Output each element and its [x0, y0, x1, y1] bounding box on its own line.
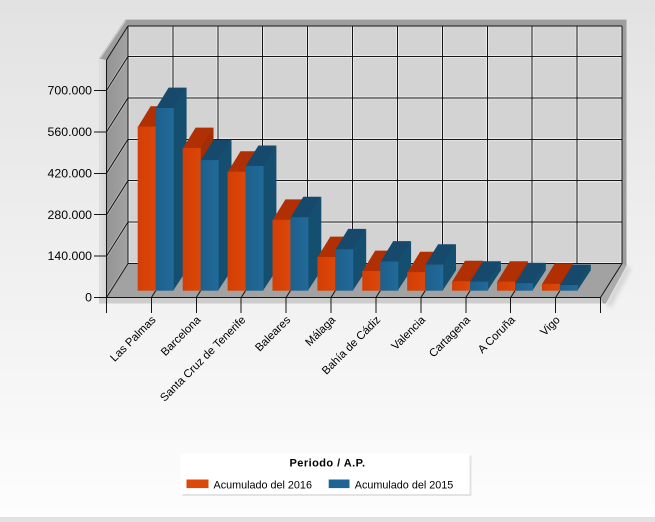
svg-text:140.000: 140.000 [48, 249, 93, 263]
svg-text:A Coruña: A Coruña [476, 314, 518, 356]
svg-text:700.000: 700.000 [48, 84, 93, 98]
svg-text:Acumulado del 2015: Acumulado del 2015 [355, 479, 453, 491]
svg-text:Periodo / A.P.: Periodo / A.P. [290, 458, 366, 470]
svg-text:Málaga: Málaga [303, 314, 338, 349]
svg-text:Las Palmas: Las Palmas [108, 314, 158, 364]
svg-text:Acumulado del 2016: Acumulado del 2016 [214, 479, 312, 491]
svg-text:420.000: 420.000 [48, 166, 93, 180]
svg-text:Baleares: Baleares [253, 314, 293, 354]
svg-text:Cartagena: Cartagena [427, 314, 473, 360]
svg-text:Barcelona: Barcelona [159, 314, 204, 359]
svg-text:Vigo: Vigo [538, 314, 562, 338]
svg-text:280.000: 280.000 [48, 208, 93, 222]
svg-text:Valencia: Valencia [389, 314, 428, 353]
svg-text:0: 0 [85, 291, 92, 305]
svg-text:Santa Cruz de Tenerife: Santa Cruz de Tenerife [158, 314, 248, 404]
svg-text:560.000: 560.000 [48, 125, 93, 139]
